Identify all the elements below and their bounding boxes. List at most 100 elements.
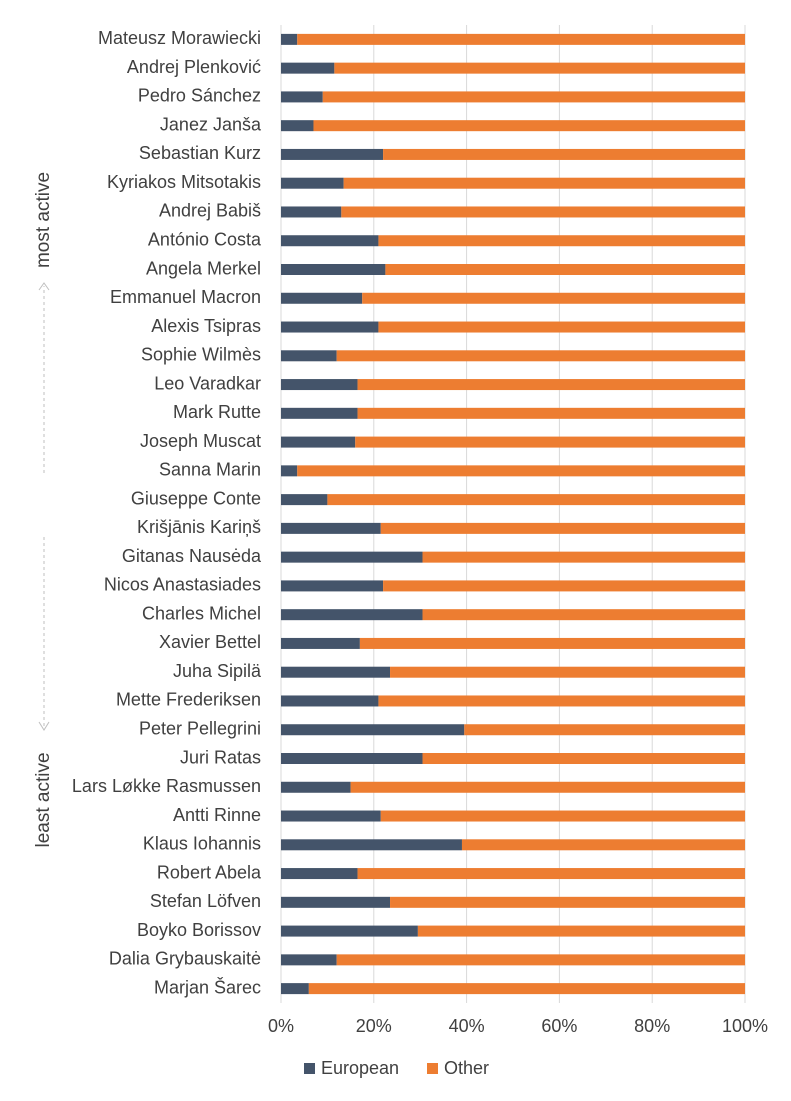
bar-other	[378, 321, 745, 333]
category-label: Krišjānis Kariņš	[137, 517, 261, 537]
bar-other	[362, 292, 745, 304]
bar-european	[281, 264, 386, 275]
x-tick-label: 100%	[722, 1016, 768, 1036]
bar-european	[281, 33, 298, 45]
category-label: Gitanas Nausėda	[122, 546, 262, 566]
category-label: Kyriakos Mitsotakis	[107, 172, 261, 192]
category-label: Sanna Marin	[159, 460, 261, 480]
bar-other	[380, 810, 745, 822]
bar-european	[281, 148, 384, 160]
bar-other	[357, 379, 745, 391]
category-label: Andrej Plenković	[127, 57, 261, 77]
category-label: Boyko Borissov	[137, 920, 261, 940]
bar-european	[281, 465, 298, 477]
bar-european	[281, 637, 360, 649]
activity-annotation: most active least active	[33, 172, 54, 848]
x-tick-label: 80%	[634, 1016, 670, 1036]
bar-european	[281, 235, 379, 247]
bar-other	[378, 235, 745, 247]
category-label: Lars Løkke Rasmussen	[72, 776, 261, 796]
bar-other	[422, 609, 745, 621]
bar-european	[281, 695, 379, 707]
bar-european	[281, 666, 391, 678]
bar-other	[383, 148, 745, 160]
bar-european	[281, 436, 356, 448]
category-label: Andrej Babiš	[159, 201, 261, 221]
bar-european	[281, 609, 423, 621]
category-label: Charles Michel	[142, 603, 261, 623]
bar-other	[334, 62, 745, 74]
category-label: Janez Janša	[160, 114, 262, 134]
bar-other	[359, 637, 745, 649]
category-label: Juri Ratas	[180, 747, 261, 767]
category-labels: Mateusz Morawiecki Andrej Plenković Pedro …	[72, 28, 262, 997]
category-label: Emmanuel Macron	[110, 287, 261, 307]
bar-european	[281, 120, 314, 132]
bar-other	[336, 350, 745, 362]
category-label: Angela Merkel	[146, 258, 261, 278]
bar-other	[383, 580, 745, 592]
bar-european	[281, 350, 337, 362]
category-label: Robert Abela	[157, 862, 262, 882]
bar-european	[281, 896, 391, 908]
category-label: António Costa	[148, 229, 262, 249]
category-label: Marjan Šarec	[154, 976, 261, 997]
bar-other	[322, 91, 745, 103]
bar-european	[281, 206, 342, 218]
bar-other	[390, 666, 745, 678]
bar-other	[350, 781, 745, 793]
category-label: Klaus Iohannis	[143, 834, 261, 854]
bar-other	[417, 925, 745, 937]
bar-other	[336, 954, 745, 966]
gridlines	[280, 25, 746, 1003]
bar-other	[357, 868, 745, 880]
x-tick-label: 0%	[268, 1016, 294, 1036]
bar-other	[390, 896, 745, 908]
bar-other	[297, 465, 745, 477]
legend-swatch-european	[304, 1063, 315, 1074]
bar-european	[281, 379, 358, 391]
category-label: Joseph Muscat	[140, 431, 261, 451]
category-label: Juha Sipilä	[173, 661, 262, 681]
legend-swatch-other	[427, 1063, 438, 1074]
least-active-label: least active	[33, 752, 54, 847]
bar-other	[422, 551, 745, 563]
bar-european	[281, 62, 335, 74]
bar-european	[281, 292, 363, 304]
bar-other	[357, 407, 745, 419]
bar-european	[281, 753, 423, 764]
x-axis-tick-labels: 0% 20% 40% 60% 80% 100%	[268, 1016, 768, 1036]
category-label: Mateusz Morawiecki	[98, 28, 261, 48]
category-label: Giuseppe Conte	[131, 488, 261, 508]
bar-european	[281, 522, 381, 534]
category-label: Xavier Bettel	[159, 632, 261, 652]
bar-european	[281, 407, 358, 419]
category-label: Antti Rinne	[173, 805, 261, 825]
bar-european	[281, 868, 358, 880]
bar-european	[281, 91, 323, 103]
bar-other	[378, 695, 745, 707]
bar-european	[281, 551, 423, 563]
category-label: Sebastian Kurz	[139, 143, 261, 163]
legend: European Other	[304, 1058, 489, 1078]
category-label: Pedro Sánchez	[138, 86, 261, 106]
bar-other	[313, 120, 745, 132]
least-active-arrowhead	[38, 721, 50, 731]
bar-other	[355, 436, 745, 448]
bar-european	[281, 494, 328, 506]
category-label: Nicos Anastasiades	[104, 575, 261, 595]
legend-label-european: European	[321, 1058, 399, 1078]
bar-other	[380, 522, 745, 534]
bar-other	[461, 839, 745, 851]
legend-label-other: Other	[444, 1058, 489, 1078]
bar-european	[281, 321, 379, 333]
bar-other	[327, 494, 745, 506]
bar-european	[281, 580, 384, 592]
category-label: Alexis Tsipras	[151, 316, 261, 336]
bar-european	[281, 839, 462, 851]
bar-other	[385, 264, 745, 275]
bar-other	[422, 753, 745, 764]
x-tick-label: 40%	[449, 1016, 485, 1036]
x-tick-label: 20%	[356, 1016, 392, 1036]
